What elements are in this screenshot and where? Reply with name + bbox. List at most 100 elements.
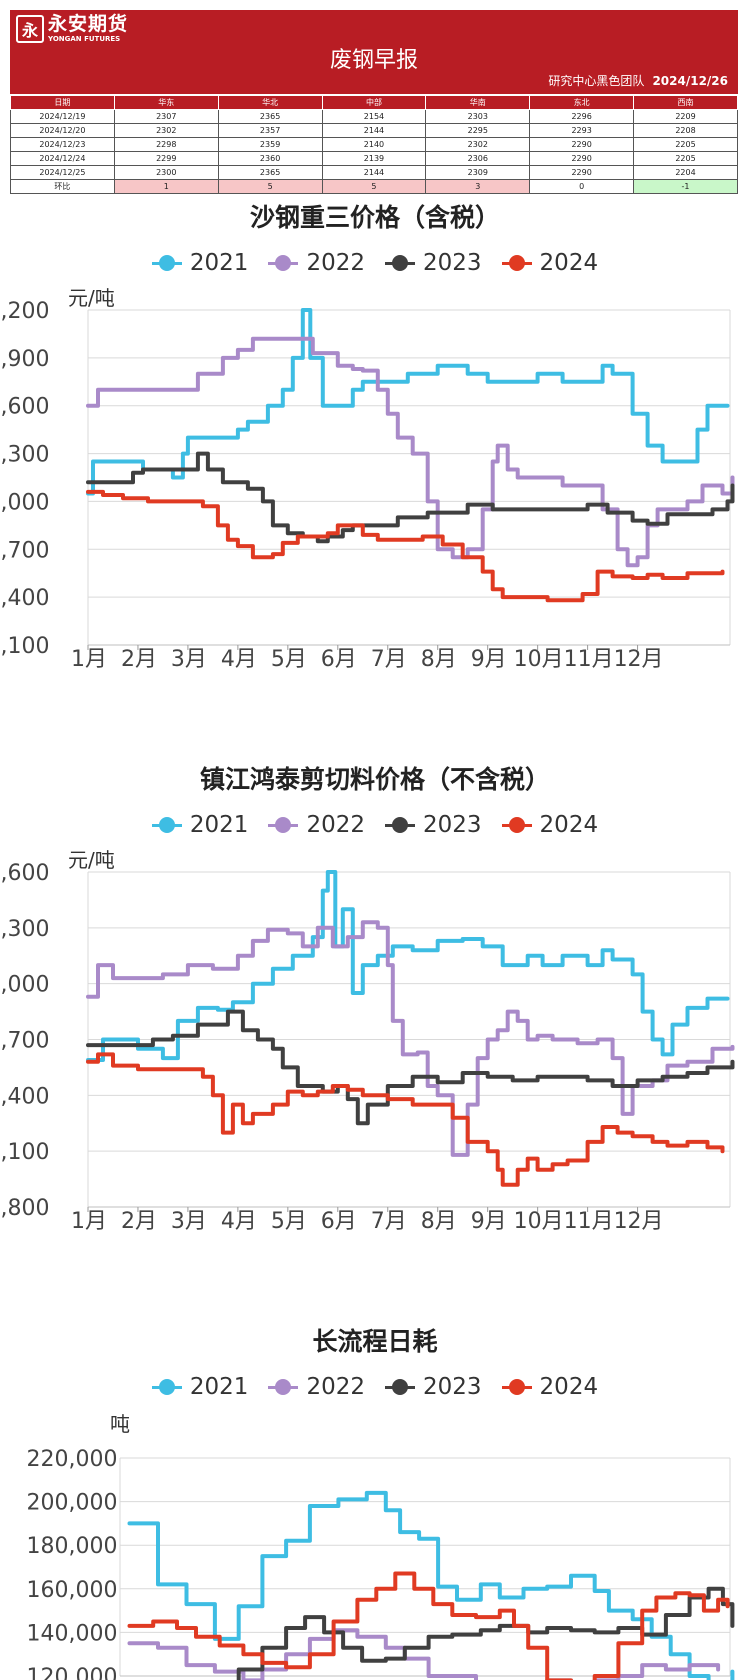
table-cell: 2140 bbox=[321, 137, 427, 152]
legend-item-2024[interactable]: 2024 bbox=[501, 1374, 598, 1400]
table-header-row: 日期 华东 华北 中部 华南 东北 西南 bbox=[10, 95, 738, 110]
x-tick-label: 9月 bbox=[471, 647, 507, 672]
y-tick-label: 3,300 bbox=[0, 443, 49, 468]
legend-marker-icon bbox=[151, 255, 182, 271]
y-tick-label: 2,100 bbox=[0, 634, 49, 659]
chart-legend: 2021 2022 2023 2024 bbox=[0, 1374, 750, 1400]
legend-marker-icon bbox=[268, 817, 299, 833]
legend-item-2022[interactable]: 2022 bbox=[268, 1374, 365, 1400]
y-tick-label: 120,000 bbox=[27, 1665, 118, 1680]
change-row: 环比 1 5 5 3 0 -1 bbox=[10, 179, 738, 194]
legend-marker-icon bbox=[385, 255, 415, 271]
logo-chinese-name: 永安期货 bbox=[48, 13, 129, 35]
legend-item-2021[interactable]: 2021 bbox=[151, 812, 249, 838]
change-cell: -1 bbox=[633, 179, 738, 194]
series-line-2023 bbox=[86, 451, 735, 544]
legend-item-2023[interactable]: 2023 bbox=[385, 812, 482, 838]
series-line-2021 bbox=[127, 1490, 735, 1680]
x-tick-label: 7月 bbox=[371, 1209, 407, 1234]
table-cell: 2209 bbox=[633, 109, 738, 124]
table-row: 2024/12/24 2299 2360 2139 2306 2290 2205 bbox=[10, 151, 738, 166]
y-tick-label: 2,700 bbox=[0, 1029, 49, 1054]
legend-item-2022[interactable]: 2022 bbox=[268, 812, 365, 838]
y-tick-label: 2,400 bbox=[0, 1084, 49, 1109]
legend-marker-icon bbox=[268, 1379, 299, 1395]
x-tick-label: 12月 bbox=[614, 647, 664, 672]
legend-marker-icon bbox=[501, 1379, 532, 1395]
chart-legend: 2021 2022 2023 2024 bbox=[0, 812, 750, 838]
column-header: 东北 bbox=[529, 95, 635, 110]
table-cell: 2290 bbox=[529, 151, 635, 166]
column-header: 西南 bbox=[633, 95, 738, 110]
legend-label: 2021 bbox=[189, 250, 249, 276]
x-tick-label: 2月 bbox=[121, 647, 157, 672]
x-tick-label: 2月 bbox=[121, 1209, 157, 1234]
table-cell: 2299 bbox=[113, 151, 219, 166]
x-tick-label: 9月 bbox=[471, 1209, 507, 1234]
team-line: 研究中心黑色团队 2024/12/26 bbox=[548, 72, 728, 89]
y-tick-label: 3,000 bbox=[0, 973, 49, 998]
y-axis-unit: 吨 bbox=[110, 1412, 130, 1436]
table-cell: 2302 bbox=[113, 123, 219, 138]
table-cell: 2357 bbox=[217, 123, 323, 138]
table-cell: 2365 bbox=[217, 109, 323, 124]
x-tick-label: 7月 bbox=[371, 647, 407, 672]
long-process-consumption-chart: 长流程日耗 2021 2022 2023 2024 吨 120,000 140,0… bbox=[0, 1314, 750, 1680]
table-row: 2024/12/23 2298 2359 2140 2302 2290 2205 bbox=[10, 137, 738, 152]
legend-item-2022[interactable]: 2022 bbox=[268, 250, 365, 276]
legend-item-2021[interactable]: 2021 bbox=[151, 1374, 249, 1400]
legend-item-2021[interactable]: 2021 bbox=[151, 250, 249, 276]
chart-legend: 2021 2022 2023 2024 bbox=[0, 250, 750, 276]
x-tick-label: 3月 bbox=[171, 647, 207, 672]
x-tick-label: 5月 bbox=[271, 647, 307, 672]
table-cell: 2300 bbox=[113, 165, 219, 180]
shagang-price-chart: 沙钢重三价格（含税） 2021 2022 2023 2024 元/吨 2,100… bbox=[0, 190, 750, 710]
series-line-2022 bbox=[86, 920, 735, 1157]
table-cell: 2204 bbox=[633, 165, 738, 180]
legend-marker-icon bbox=[385, 817, 415, 833]
x-tick-label: 4月 bbox=[221, 647, 257, 672]
series-line-2023 bbox=[236, 1586, 735, 1680]
column-header: 华南 bbox=[425, 95, 531, 110]
legend-item-2024[interactable]: 2024 bbox=[501, 812, 598, 838]
table-cell: 2359 bbox=[217, 137, 323, 152]
y-tick-label: 2,700 bbox=[0, 538, 49, 563]
y-tick-label: 3,000 bbox=[0, 490, 49, 515]
legend-item-2024[interactable]: 2024 bbox=[501, 250, 598, 276]
series-line-2024 bbox=[86, 489, 725, 603]
chart-title: 沙钢重三价格（含税） bbox=[249, 203, 500, 232]
change-cell: 0 bbox=[529, 179, 635, 194]
table-cell: 2298 bbox=[113, 137, 219, 152]
x-tick-label: 8月 bbox=[421, 1209, 457, 1234]
x-tick-label: 1月 bbox=[71, 647, 107, 672]
y-tick-label: 1,800 bbox=[0, 1196, 49, 1221]
table-cell: 2302 bbox=[425, 137, 531, 152]
column-header: 中部 bbox=[321, 95, 427, 110]
legend-marker-icon bbox=[268, 255, 299, 271]
regional-price-table: 日期 华东 华北 中部 华南 东北 西南 2024/12/19 2307 236… bbox=[10, 95, 738, 194]
company-logo: 永 永安期货 YONGAN FUTURES bbox=[16, 15, 128, 43]
series-line-2024 bbox=[127, 1571, 730, 1680]
legend-item-2023[interactable]: 2023 bbox=[385, 1374, 482, 1400]
y-tick-label: 3,600 bbox=[0, 395, 49, 420]
legend-label: 2023 bbox=[423, 250, 482, 276]
y-tick-label: 2,100 bbox=[0, 1140, 49, 1165]
legend-label: 2021 bbox=[189, 812, 249, 838]
chart-plot: 2,100 2,400 2,700 3,000 3,300 3,600 3,900 4,200… bbox=[0, 299, 735, 672]
y-tick-label: 160,000 bbox=[27, 1578, 118, 1603]
table-cell: 2024/12/20 bbox=[10, 123, 115, 138]
legend-label: 2021 bbox=[189, 1374, 249, 1400]
x-tick-label: 12月 bbox=[614, 1209, 664, 1234]
logo-english-name: YONGAN FUTURES bbox=[48, 35, 121, 43]
table-cell: 2024/12/19 bbox=[10, 109, 115, 124]
x-tick-label: 3月 bbox=[171, 1209, 207, 1234]
table-cell: 2365 bbox=[217, 165, 323, 180]
table-cell: 2205 bbox=[633, 137, 738, 152]
legend-label: 2023 bbox=[423, 1374, 482, 1400]
table-cell: 2024/12/24 bbox=[10, 151, 115, 166]
legend-item-2023[interactable]: 2023 bbox=[385, 250, 482, 276]
legend-marker-icon bbox=[501, 817, 532, 833]
table-cell: 2293 bbox=[529, 123, 635, 138]
table-cell: 2360 bbox=[217, 151, 323, 166]
chart-title: 镇江鸿泰剪切料价格（不含税） bbox=[199, 765, 550, 794]
